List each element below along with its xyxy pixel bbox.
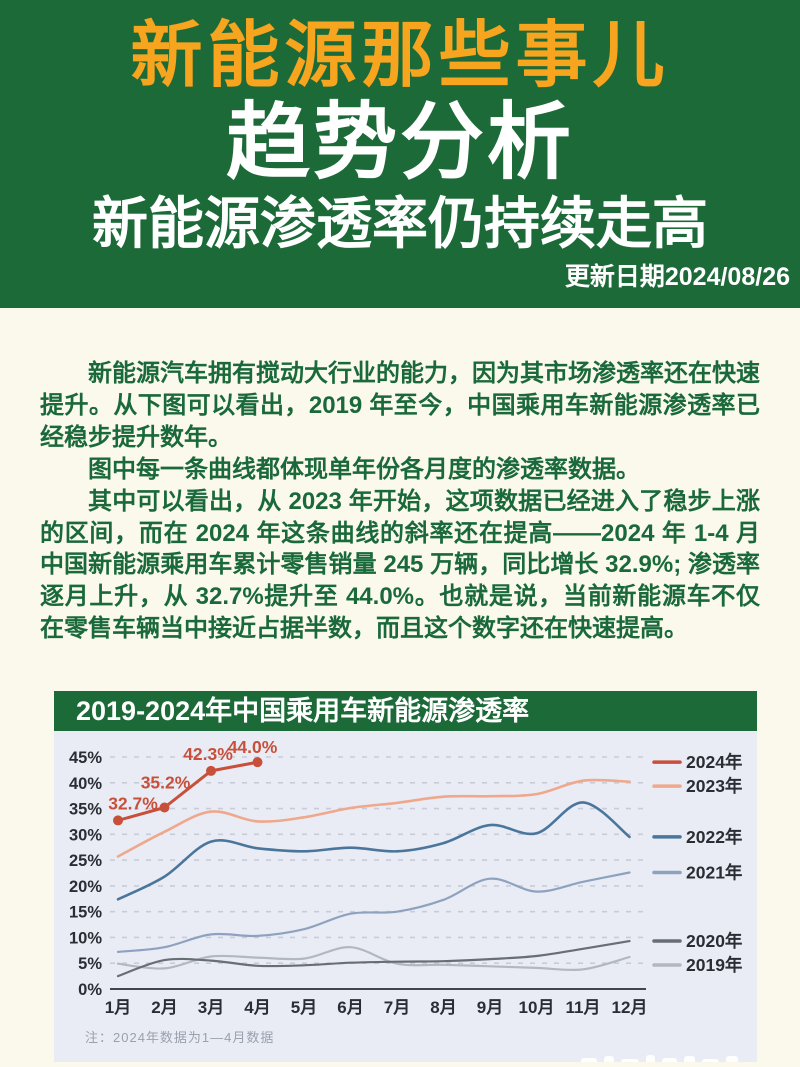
watermark — [581, 1053, 751, 1063]
y-axis-labels: 0% 5% 10% 15% 20% 25% 30% 35% 40% 45% — [69, 749, 102, 999]
x-axis-labels: 1月 2月 3月 4月 5月 6月 7月 8月 9月 10月 11月 12月 — [105, 998, 648, 1017]
legend: 2024年 2023年 2022年 2021年 2020年 2019年 — [652, 752, 743, 975]
legend-item-2024年: 2024年 — [652, 752, 743, 772]
series-line — [116, 760, 259, 823]
x-tick-label: 1月 — [105, 998, 131, 1017]
y-tick-label: 25% — [69, 852, 102, 870]
series-2024年: 32.7%35.2% 42.3%44.0% — [108, 737, 278, 826]
legend-item-2020年: 2020年 — [652, 931, 743, 951]
x-tick-label: 6月 — [337, 998, 363, 1017]
y-tick-label: 30% — [69, 826, 102, 844]
data-point-label: 44.0% — [228, 737, 278, 757]
x-tick-label: 7月 — [384, 998, 410, 1017]
legend-item-2019年: 2019年 — [652, 955, 743, 975]
y-tick-label: 40% — [69, 775, 102, 793]
update-date: 更新日期2024/08/26 — [564, 263, 790, 292]
series-line — [116, 871, 631, 954]
article-body: 新能源汽车拥有搅动大行业的能力，因为其市场渗透率还在快速提升。从下图可以看出，2… — [40, 358, 760, 645]
legend-label: 2022年 — [686, 827, 743, 847]
data-point-label: 35.2% — [141, 773, 191, 793]
data-point-marker — [159, 802, 170, 813]
series-line — [116, 940, 631, 978]
y-tick-label: 0% — [78, 981, 102, 999]
series-line — [116, 946, 631, 972]
series-2020年 — [116, 940, 631, 978]
legend-item-2023年: 2023年 — [652, 776, 743, 796]
brand-title: 新能源那些事儿 — [130, 16, 670, 96]
page-subtitle: 新能源渗透率仍持续走高 — [92, 192, 708, 256]
series-2021年 — [116, 871, 631, 954]
legend-label: 2020年 — [686, 931, 743, 951]
series-line — [116, 778, 631, 858]
x-tick-label: 5月 — [291, 998, 317, 1017]
data-point-label: 32.7% — [108, 794, 158, 814]
article-paragraph-3: 其中可以看出，从 2023 年开始，这项数据已经进入了稳步上涨的区间，而在 20… — [40, 487, 760, 643]
article-paragraph-2: 图中每一条曲线都体现单年份各月度的渗透率数据。 — [88, 455, 640, 483]
x-tick-label: 3月 — [198, 998, 224, 1017]
chart-area: 0% 5% 10% 15% 20% 25% 30% 35% 40% 45% 1月 2月 3月 4月 5月 6月… — [54, 731, 757, 1063]
legend-item-2022年: 2022年 — [652, 827, 743, 847]
data-point-label: 42.3% — [183, 744, 233, 764]
series-2019年 — [116, 946, 631, 972]
y-tick-label: 45% — [69, 749, 102, 767]
x-tick-label: 8月 — [430, 998, 456, 1017]
y-tick-label: 5% — [78, 955, 102, 973]
page-title: 趋势分析 — [225, 95, 574, 190]
x-tick-label: 11月 — [566, 998, 601, 1017]
header-banner: 新能源那些事儿 趋势分析 新能源渗透率仍持续走高 更新日期2024/08/26 — [0, 0, 800, 308]
data-point-marker — [206, 766, 216, 777]
data-point-marker — [113, 815, 123, 826]
penetration-line-chart: 0% 5% 10% 15% 20% 25% 30% 35% 40% 45% 1月 2月 3月 4月 5月 6月… — [69, 737, 743, 1017]
x-tick-label: 2月 — [151, 998, 177, 1017]
legend-label: 2019年 — [686, 955, 743, 975]
chart-panel: 2019-2024年中国乘用车新能源渗透率 0% 5% 10% 15% 20% 25% 30… — [54, 691, 757, 1063]
legend-label: 2023年 — [686, 776, 743, 796]
series-line — [116, 801, 631, 901]
x-tick-label: 10月 — [519, 998, 555, 1017]
series-2023年 — [116, 778, 631, 858]
chart-title: 2019-2024年中国乘用车新能源渗透率 — [54, 691, 757, 732]
y-tick-label: 35% — [69, 801, 102, 819]
x-tick-label: 12月 — [612, 998, 648, 1017]
legend-label: 2024年 — [686, 752, 743, 772]
x-tick-label: 4月 — [244, 998, 270, 1017]
y-tick-label: 10% — [69, 930, 102, 948]
y-gridlines — [110, 756, 650, 991]
y-tick-label: 15% — [69, 904, 102, 922]
article-paragraph-1: 新能源汽车拥有搅动大行业的能力，因为其市场渗透率还在快速提升。从下图可以看出，2… — [40, 360, 760, 451]
chart-footnote: 注：2024年数据为1—4月数据 — [85, 1030, 275, 1046]
x-tick-label: 9月 — [477, 998, 503, 1017]
y-tick-label: 20% — [69, 878, 102, 896]
legend-item-2021年: 2021年 — [652, 863, 743, 883]
data-point-marker — [252, 757, 263, 768]
series-2022年 — [116, 801, 631, 901]
legend-label: 2021年 — [686, 863, 743, 883]
